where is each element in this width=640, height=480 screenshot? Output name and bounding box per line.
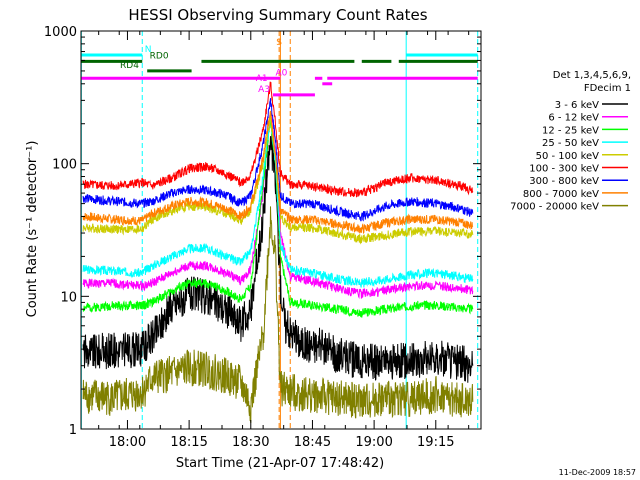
legend-label-0: 3 - 6 keV xyxy=(555,100,599,111)
flag-rd4-label: RD4 xyxy=(120,61,139,71)
x-tick-label: 18:15 xyxy=(170,435,207,450)
axes: 1 10 100 1000 18:00 18:15 18:30 18:45 19:00 19:15 xyxy=(44,25,482,450)
series-line-8 xyxy=(82,206,474,423)
y-axis-label: Count Rate (s⁻¹ detector⁻¹) xyxy=(25,141,40,318)
chart-title: HESSI Observing Summary Count Rates xyxy=(128,6,427,24)
series-line-0 xyxy=(82,133,474,383)
legend: Det 1,3,4,5,6,9, FDecim 1 3 - 6 keV 6 - 12 … xyxy=(510,70,631,213)
legend-label-8: 7000 - 20000 keV xyxy=(510,202,599,213)
y-tick-label: 1000 xyxy=(44,25,77,40)
legend-title-line-0: Det 1,3,4,5,6,9, xyxy=(553,70,631,81)
legend-label-4: 50 - 100 keV xyxy=(536,151,600,162)
flag-a1-label: A1 xyxy=(256,74,268,84)
series-line-5 xyxy=(82,81,474,198)
flag-a0-label: A0 xyxy=(275,68,287,78)
plot-frame xyxy=(80,30,482,430)
y-tick-label: 1 xyxy=(69,423,77,438)
x-axis-label: Start Time (21-Apr-07 17:48:42) xyxy=(176,456,384,471)
series-line-4 xyxy=(82,113,474,245)
x-tick-label: 18:45 xyxy=(294,435,331,450)
x-tick-label: 19:00 xyxy=(355,435,392,450)
flag-n-label: N xyxy=(145,45,152,55)
x-tick-label: 18:00 xyxy=(109,435,146,450)
legend-label-6: 300 - 800 keV xyxy=(529,176,599,187)
legend-label-7: 800 - 7000 keV xyxy=(523,189,599,200)
y-tick-label: 10 xyxy=(60,290,77,305)
flag-rd0-label: RD0 xyxy=(150,51,169,61)
legend-title-line-1: FDecim 1 xyxy=(584,83,631,94)
x-tick-label: 19:15 xyxy=(417,435,454,450)
legend-label-1: 6 - 12 keV xyxy=(548,113,599,124)
flag-a3-label: A3 xyxy=(258,85,270,95)
series-line-3 xyxy=(82,116,474,288)
series-line-7 xyxy=(82,110,474,235)
x-tick-label: 18:30 xyxy=(232,435,269,450)
footer-timestamp: 11-Dec-2009 18:57 xyxy=(559,468,636,477)
legend-label-5: 100 - 300 keV xyxy=(529,164,599,175)
legend-label-3: 25 - 50 keV xyxy=(542,138,599,149)
annotation-0: S xyxy=(276,38,282,48)
legend-label-2: 12 - 25 keV xyxy=(542,125,599,136)
y-tick-label: 100 xyxy=(52,158,77,173)
